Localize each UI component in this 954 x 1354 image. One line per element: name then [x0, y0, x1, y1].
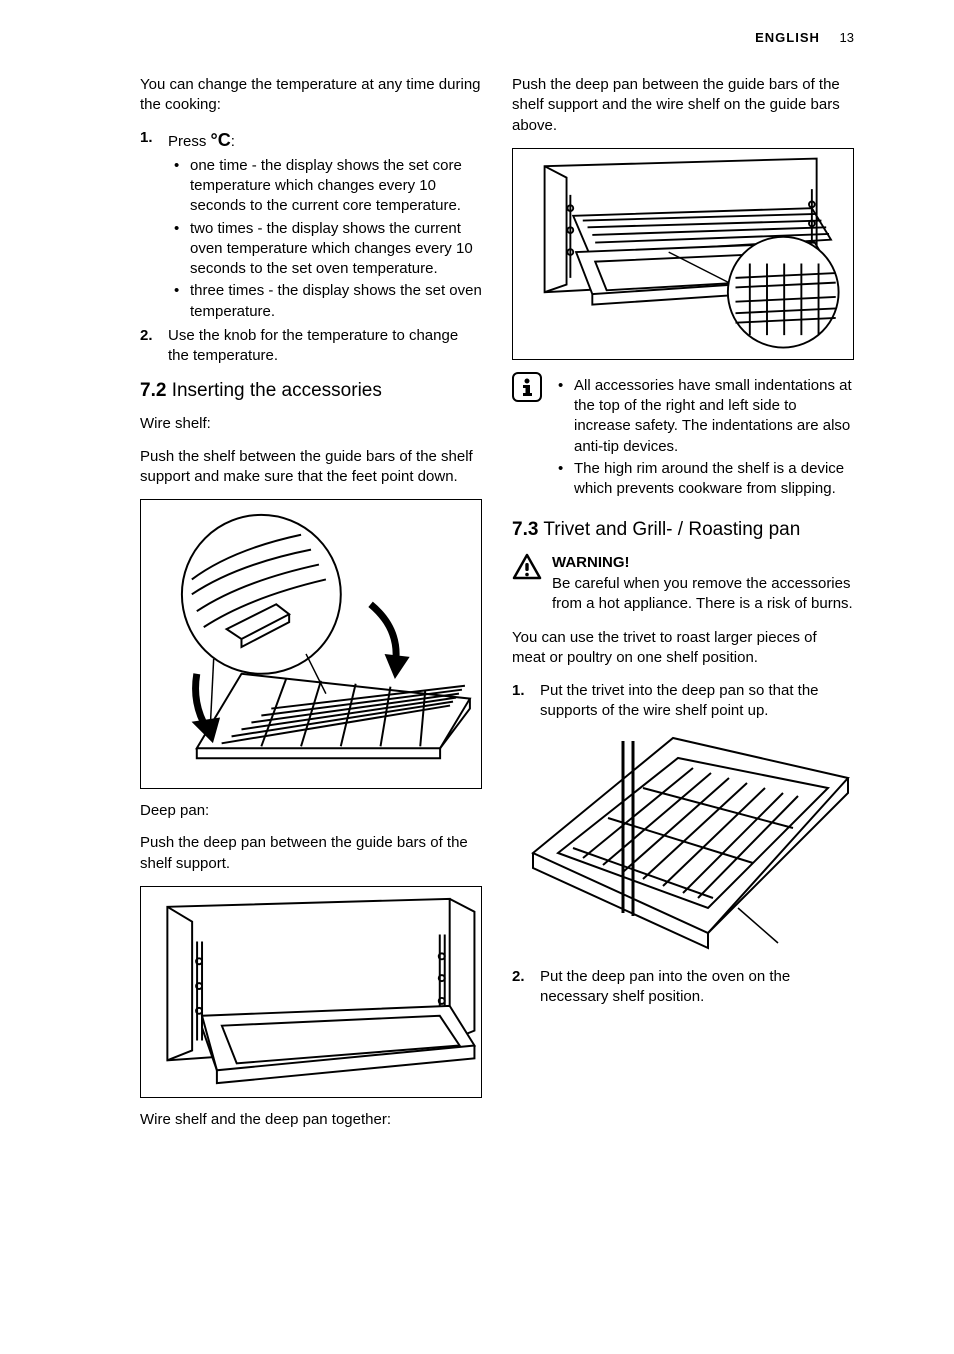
step-text: Use the knob for the temperature to chan… — [168, 327, 458, 364]
intro-paragraph: You can change the temperature at any ti… — [140, 75, 482, 116]
press-sublist: one time - the display shows the set cor… — [168, 156, 482, 322]
figure-combo — [512, 148, 854, 360]
figure-wire-shelf — [140, 499, 482, 789]
trivet-steps-list: 1. Put the trivet into the deep pan so t… — [512, 681, 854, 722]
combo-label: Wire shelf and the deep pan together: — [140, 1110, 482, 1130]
heading-title: Inserting the accessories — [166, 380, 381, 401]
info-item: All accessories have small indentations … — [552, 376, 854, 457]
sublist-item: one time - the display shows the set cor… — [168, 156, 482, 217]
step-number: 2. — [140, 326, 153, 346]
left-column: You can change the temperature at any ti… — [140, 75, 482, 1142]
temperature-steps-list: 1. Press °C: one time - the display show… — [140, 128, 482, 367]
info-content: All accessories have small indentations … — [552, 372, 854, 502]
deep-pan-diagram-icon — [141, 887, 481, 1097]
warning-callout: WARNING! Be careful when you remove the … — [512, 553, 854, 614]
wire-shelf-text: Push the shelf between the guide bars of… — [140, 447, 482, 488]
colon: : — [231, 133, 235, 150]
trivet-step-1: 1. Put the trivet into the deep pan so t… — [512, 681, 854, 722]
info-item: The high rim around the shelf is a devic… — [552, 459, 854, 500]
right-column: Push the deep pan between the guide bars… — [512, 75, 854, 1142]
step-number: 1. — [512, 681, 525, 701]
step-2: 2. Use the knob for the temperature to c… — [140, 326, 482, 367]
figure-deep-pan — [140, 886, 482, 1098]
page-header: ENGLISH 13 — [140, 30, 854, 45]
step-text: Put the trivet into the deep pan so that… — [540, 682, 819, 719]
trivet-steps-list-2: 2. Put the deep pan into the oven on the… — [512, 967, 854, 1008]
info-callout: All accessories have small indentations … — [512, 372, 854, 502]
two-column-layout: You can change the temperature at any ti… — [140, 75, 854, 1142]
heading-title: Trivet and Grill- / Roasting pan — [538, 519, 800, 540]
combo-diagram-icon — [513, 149, 853, 359]
heading-number: 7.2 — [140, 380, 166, 401]
warning-text: Be careful when you remove the accessori… — [552, 575, 853, 612]
trivet-text: You can use the trivet to roast larger p… — [512, 628, 854, 669]
press-label: Press — [168, 133, 211, 150]
header-page-number: 13 — [840, 30, 854, 45]
step-number: 2. — [512, 967, 525, 987]
header-language: ENGLISH — [755, 30, 820, 45]
deep-pan-text: Push the deep pan between the guide bars… — [140, 833, 482, 874]
sublist-item: three times - the display shows the set … — [168, 281, 482, 322]
temperature-celsius-icon: °C — [211, 130, 231, 150]
warning-content: WARNING! Be careful when you remove the … — [552, 553, 854, 614]
wire-shelf-diagram-icon — [141, 500, 481, 788]
combo-text: Push the deep pan between the guide bars… — [512, 75, 854, 136]
page-content: ENGLISH 13 You can change the temperatur… — [0, 0, 954, 1172]
sublist-item: two times - the display shows the curren… — [168, 219, 482, 280]
section-heading-7-3: 7.3 Trivet and Grill- / Roasting pan — [512, 519, 854, 541]
deep-pan-label: Deep pan: — [140, 801, 482, 821]
warning-icon — [512, 553, 542, 581]
step-number: 1. — [140, 128, 153, 148]
step-text: Put the deep pan into the oven on the ne… — [540, 968, 790, 1005]
trivet-step-2: 2. Put the deep pan into the oven on the… — [512, 967, 854, 1008]
wire-shelf-label: Wire shelf: — [140, 414, 482, 434]
heading-number: 7.3 — [512, 519, 538, 540]
trivet-diagram-icon — [512, 733, 854, 955]
figure-trivet — [512, 733, 854, 955]
section-heading-7-2: 7.2 Inserting the accessories — [140, 380, 482, 402]
info-list: All accessories have small indentations … — [552, 376, 854, 500]
warning-title: WARNING! — [552, 554, 630, 571]
step-1: 1. Press °C: one time - the display show… — [140, 128, 482, 322]
info-icon — [512, 372, 542, 402]
